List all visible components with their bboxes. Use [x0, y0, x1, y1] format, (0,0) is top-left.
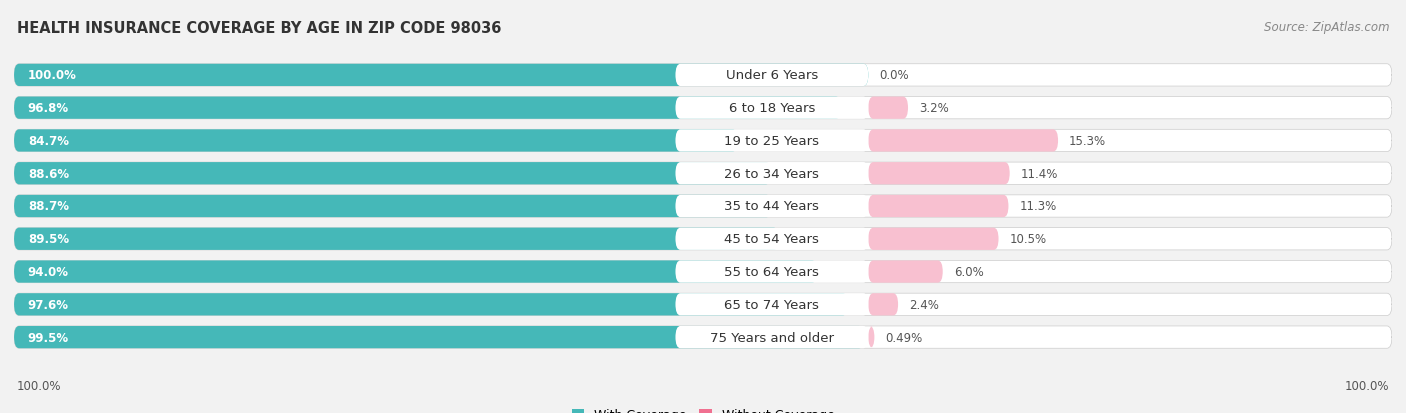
FancyBboxPatch shape [869, 97, 908, 119]
FancyBboxPatch shape [869, 228, 998, 250]
FancyBboxPatch shape [14, 97, 841, 119]
FancyBboxPatch shape [869, 195, 1008, 218]
FancyBboxPatch shape [14, 261, 817, 283]
FancyBboxPatch shape [14, 326, 865, 349]
Text: 84.7%: 84.7% [28, 135, 69, 147]
Text: Under 6 Years: Under 6 Years [725, 69, 818, 82]
Text: 55 to 64 Years: 55 to 64 Years [724, 266, 820, 278]
FancyBboxPatch shape [869, 130, 1059, 152]
Text: 3.2%: 3.2% [920, 102, 949, 115]
FancyBboxPatch shape [14, 195, 1392, 218]
Text: 96.8%: 96.8% [28, 102, 69, 115]
FancyBboxPatch shape [14, 294, 848, 316]
Text: 6 to 18 Years: 6 to 18 Years [728, 102, 815, 115]
Text: 15.3%: 15.3% [1069, 135, 1107, 147]
FancyBboxPatch shape [869, 261, 943, 283]
FancyBboxPatch shape [675, 228, 869, 250]
Text: 100.0%: 100.0% [17, 380, 62, 392]
FancyBboxPatch shape [14, 261, 1392, 283]
FancyBboxPatch shape [675, 163, 869, 185]
Text: 35 to 44 Years: 35 to 44 Years [724, 200, 820, 213]
FancyBboxPatch shape [14, 163, 770, 185]
Text: 11.4%: 11.4% [1021, 167, 1059, 180]
Text: 19 to 25 Years: 19 to 25 Years [724, 135, 820, 147]
FancyBboxPatch shape [869, 294, 898, 316]
Text: 26 to 34 Years: 26 to 34 Years [724, 167, 820, 180]
FancyBboxPatch shape [14, 195, 772, 218]
Text: 2.4%: 2.4% [910, 298, 939, 311]
Text: 65 to 74 Years: 65 to 74 Years [724, 298, 820, 311]
FancyBboxPatch shape [675, 64, 869, 87]
FancyBboxPatch shape [14, 294, 1392, 316]
Text: 99.5%: 99.5% [28, 331, 69, 344]
FancyBboxPatch shape [675, 261, 869, 283]
Text: 0.49%: 0.49% [886, 331, 922, 344]
FancyBboxPatch shape [675, 294, 869, 316]
Text: 10.5%: 10.5% [1010, 233, 1046, 246]
Text: Source: ZipAtlas.com: Source: ZipAtlas.com [1264, 21, 1389, 33]
Text: 75 Years and older: 75 Years and older [710, 331, 834, 344]
FancyBboxPatch shape [14, 130, 738, 152]
FancyBboxPatch shape [14, 228, 1392, 250]
FancyBboxPatch shape [14, 163, 1392, 185]
FancyBboxPatch shape [14, 228, 779, 250]
FancyBboxPatch shape [14, 64, 1392, 87]
Text: 6.0%: 6.0% [953, 266, 984, 278]
Text: 89.5%: 89.5% [28, 233, 69, 246]
FancyBboxPatch shape [14, 97, 1392, 119]
Text: 45 to 54 Years: 45 to 54 Years [724, 233, 820, 246]
Text: 94.0%: 94.0% [28, 266, 69, 278]
Text: 88.7%: 88.7% [28, 200, 69, 213]
Text: 0.0%: 0.0% [879, 69, 910, 82]
FancyBboxPatch shape [869, 163, 1010, 185]
FancyBboxPatch shape [14, 326, 1392, 349]
FancyBboxPatch shape [14, 130, 1392, 152]
FancyBboxPatch shape [675, 326, 869, 349]
Text: HEALTH INSURANCE COVERAGE BY AGE IN ZIP CODE 98036: HEALTH INSURANCE COVERAGE BY AGE IN ZIP … [17, 21, 502, 36]
Text: 88.6%: 88.6% [28, 167, 69, 180]
Text: 97.6%: 97.6% [28, 298, 69, 311]
Text: 11.3%: 11.3% [1019, 200, 1057, 213]
FancyBboxPatch shape [869, 326, 875, 349]
FancyBboxPatch shape [675, 195, 869, 218]
FancyBboxPatch shape [675, 97, 869, 119]
FancyBboxPatch shape [675, 130, 869, 152]
Legend: With Coverage, Without Coverage: With Coverage, Without Coverage [567, 404, 839, 413]
FancyBboxPatch shape [14, 64, 869, 87]
Text: 100.0%: 100.0% [28, 69, 77, 82]
Text: 100.0%: 100.0% [1344, 380, 1389, 392]
